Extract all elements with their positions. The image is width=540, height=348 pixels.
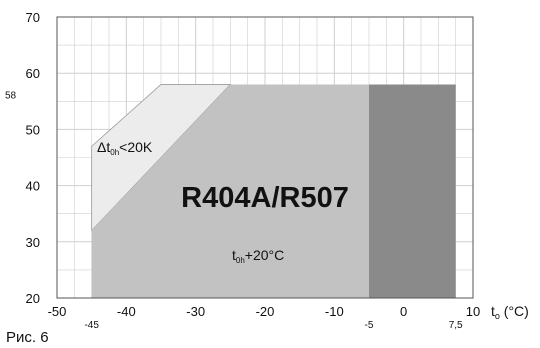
y-tick-label: 30 — [26, 235, 40, 250]
plot-frame — [56, 16, 474, 299]
y-tick-label: 60 — [26, 66, 40, 81]
x-tick-label: -20 — [256, 304, 275, 319]
x-tick-label: 0 — [400, 304, 407, 319]
refrigerant-label: R404A/R507 — [181, 182, 349, 214]
x-tick-label: -30 — [186, 304, 205, 319]
y-tick-label: 20 — [26, 291, 40, 306]
envelope-regions — [91, 84, 456, 298]
x-tick-label: -50 — [48, 304, 67, 319]
x-extra-tick-label: -5 — [365, 320, 374, 331]
tick-labels: -50 -40 -30 -20 -10 0 10 20 30 40 50 60 70 -45 -5 7,5 58 — [5, 10, 480, 331]
y-tick-label: 70 — [26, 10, 40, 25]
gas-temp-label: t0h+20°C — [232, 247, 284, 265]
y-tick-label: 40 — [26, 179, 40, 194]
superheat-label: Δt0h<20K — [97, 139, 153, 157]
x-extra-tick-label: -45 — [84, 320, 99, 331]
y-tick-label: 50 — [26, 122, 40, 137]
y-extra-tick-label: 58 — [5, 90, 17, 101]
region-medium — [91, 84, 370, 298]
x-axis-label: to (°C) — [491, 303, 529, 321]
region-dark — [369, 84, 456, 298]
x-extra-tick-label: 7,5 — [449, 320, 463, 331]
x-tick-label: -10 — [325, 304, 344, 319]
figure-caption: Рис. 6 — [6, 329, 49, 346]
x-tick-label: -40 — [117, 304, 136, 319]
x-tick-label: 10 — [466, 304, 480, 319]
